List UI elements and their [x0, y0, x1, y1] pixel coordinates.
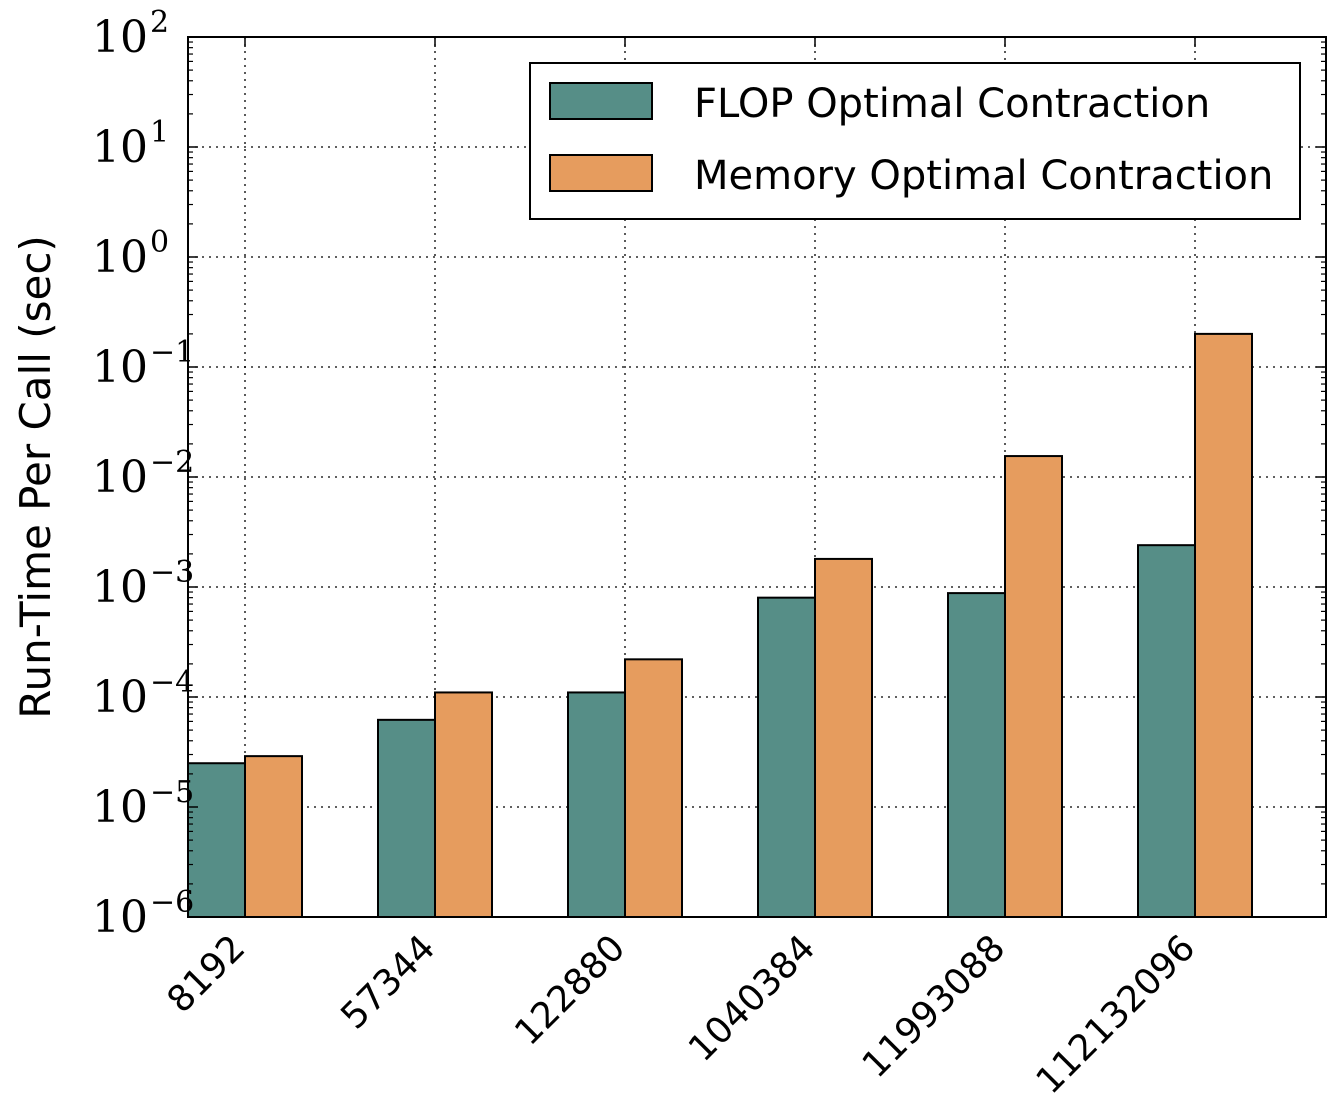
bar-flop-8192 — [187, 762, 246, 919]
x-tick-label: 122880 — [507, 927, 633, 1053]
bar-flop-11993088 — [947, 592, 1006, 919]
y-tick-exponent: 2 — [150, 5, 169, 40]
y-tick-label: 10 — [92, 892, 148, 943]
y-tick-label: 10 — [92, 452, 148, 503]
y-tick-label: 10 — [92, 562, 148, 613]
bar-memory-11993088 — [1004, 455, 1063, 918]
y-axis-label: Run-Time Per Call (sec) — [11, 235, 60, 719]
x-tick-label: 11993088 — [855, 927, 1014, 1086]
y-tick-exponent: −4 — [150, 665, 194, 700]
x-tick-label: 112132096 — [1029, 927, 1204, 1096]
legend-label-flop: FLOP Optimal Contraction — [694, 81, 1210, 127]
y-tick-exponent: 0 — [150, 225, 169, 260]
legend-label-memory: Memory Optimal Contraction — [694, 153, 1273, 199]
bar-flop-57344 — [377, 718, 436, 918]
bar-marks — [187, 332, 1253, 919]
y-tick-exponent: −3 — [150, 555, 194, 590]
x-tick-label: 57344 — [333, 927, 443, 1037]
legend-swatch-flop — [549, 82, 653, 120]
bar-memory-57344 — [434, 691, 493, 918]
y-tick-exponent: 1 — [150, 115, 169, 150]
y-tick-label: 10 — [92, 12, 148, 63]
y-tick-label: 10 — [92, 232, 148, 283]
bar-memory-8192 — [244, 755, 303, 919]
bar-memory-122880 — [624, 658, 683, 918]
bar-memory-1040384 — [814, 557, 873, 919]
bar-flop-122880 — [567, 691, 626, 918]
y-tick-label: 10 — [92, 672, 148, 723]
y-tick-exponent: −5 — [150, 775, 194, 810]
bar-memory-112132096 — [1194, 332, 1253, 918]
legend-swatch-memory — [549, 154, 653, 192]
axis-ticks — [188, 36, 1326, 918]
x-tick-label: 1040384 — [681, 927, 823, 1069]
y-tick-label: 10 — [92, 342, 148, 393]
bar-flop-1040384 — [757, 596, 816, 918]
y-tick-label: 10 — [92, 122, 148, 173]
y-tick-exponent: −1 — [150, 335, 194, 370]
x-tick-label: 8192 — [160, 927, 254, 1021]
bar-flop-112132096 — [1137, 544, 1196, 918]
legend-box — [529, 62, 1301, 220]
y-tick-label: 10 — [92, 782, 148, 833]
y-tick-exponent: −2 — [150, 445, 194, 480]
x-tick-labels: 8192 57344 122880 1040384 11993088 112132096 — [160, 927, 1204, 1096]
legend: FLOP Optimal Contraction Memory Optimal … — [529, 62, 1301, 220]
y-tick-exponent: −6 — [150, 885, 194, 920]
